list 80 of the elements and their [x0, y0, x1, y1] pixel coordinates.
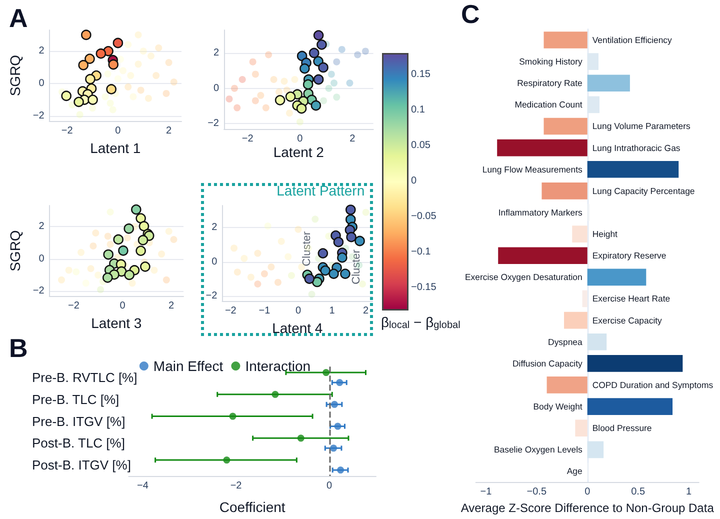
y-tick-label: Exercise Capacity	[592, 315, 663, 326]
x-tick-label: −2	[224, 306, 237, 317]
y-tick-label: Age	[566, 466, 583, 476]
chart-title: B	[9, 333, 28, 363]
color-bar-label: 0.1	[411, 104, 426, 116]
color-bar-label: −0.15	[411, 282, 437, 294]
y-tick-label: 2	[38, 46, 45, 57]
y-tick-label: −2	[208, 118, 220, 130]
x-tick-label: 0	[297, 134, 304, 144]
x-tick-label: 2	[168, 300, 175, 312]
y-tick-label: Diffusion Capacity	[512, 358, 584, 368]
y-tick-label: COPD Duration and Symptoms	[592, 380, 714, 390]
y-tick-label: 2	[212, 222, 218, 234]
legend-label: Interaction	[245, 358, 311, 374]
x-tick-label: 1	[329, 306, 336, 317]
x-axis-title: Latent 4	[272, 320, 323, 336]
x-tick-label: −1	[480, 486, 492, 498]
x-tick-label: −2	[61, 126, 74, 137]
y-tick-label: 0	[38, 78, 45, 90]
x-tick-label: 0	[295, 306, 302, 317]
y-tick-label: Pre-B. ITGV [%]	[32, 414, 126, 429]
y-tick-label: 2	[213, 47, 220, 58]
y-tick-label: Lung Intrathoracic Gas	[592, 142, 681, 153]
y-tick-label: −2	[206, 290, 218, 302]
x-tick-label: 1	[686, 486, 692, 498]
y-tick-label: −2	[32, 110, 45, 122]
x-tick-label: −1	[258, 306, 271, 317]
y-tick-label: 2	[38, 221, 45, 232]
x-tick-label: −2	[230, 480, 242, 492]
x-tick-label: 0	[584, 486, 591, 498]
x-axis-title: Latent 3	[91, 315, 142, 331]
x-tick-label: 0.5	[631, 486, 646, 498]
y-tick-label: Inflammatory Markers	[498, 207, 583, 218]
y-tick-label: Exercise Heart Rate	[592, 294, 670, 304]
y-tick-label: Lung Capacity Percentage	[592, 186, 695, 196]
x-tick-label: −2	[242, 134, 254, 144]
annotation: Cluster	[350, 249, 362, 284]
color-bar-label: 0.15	[411, 68, 431, 80]
y-tick-label: Body Weight	[533, 402, 583, 412]
y-tick-label: Post-B. ITGV [%]	[32, 458, 131, 473]
y-tick-label: Post-B. TLC [%]	[32, 436, 125, 451]
y-tick-label: Dyspnea	[548, 336, 583, 347]
x-axis-title: Coefficient	[219, 499, 286, 515]
y-axis-title: SGRQ	[7, 54, 23, 96]
x-tick-label: −4	[136, 480, 149, 492]
y-tick-label: Pre-B. TLC [%]	[32, 392, 120, 407]
y-tick-label: Lung Volume Parameters	[592, 121, 692, 132]
y-tick-label: Pre-B. RVTLC [%]	[32, 370, 138, 386]
y-tick-label: 0	[212, 256, 218, 268]
chart-title: A	[9, 3, 28, 33]
legend-label: Main Effect	[153, 358, 224, 374]
y-tick-label: Lung Flow Measurements	[482, 164, 584, 174]
text: Latent Pattern	[276, 182, 365, 198]
x-tick-label: −0.5	[526, 486, 547, 498]
y-tick-label: 0	[38, 253, 45, 264]
y-tick-label: Smoking History	[519, 56, 583, 67]
color-bar-label: −0.05	[411, 211, 437, 222]
y-tick-label: Blood Pressure	[592, 423, 652, 434]
y-tick-label: Exercise Oxygen Desaturation	[465, 272, 583, 282]
color-bar-label: 0	[411, 176, 417, 186]
y-tick-label: 0	[213, 82, 220, 94]
x-axis-title: Average Z-Score Difference to Non-Group Data	[460, 501, 714, 515]
y-tick-label: Expiratory Reserve	[592, 250, 666, 261]
color-bar-label: −0.1	[411, 246, 432, 258]
x-axis-title: Latent 2	[273, 144, 324, 160]
y-tick-label: −2	[32, 286, 45, 297]
color-bar-label: 0.05	[411, 140, 431, 151]
y-tick-label: Height	[592, 229, 618, 240]
y-tick-label: Baselie Oxygen Levels	[494, 444, 584, 455]
y-axis-title: SGRQ	[7, 230, 23, 272]
x-tick-label: 0	[326, 480, 333, 492]
chart-title: C	[461, 0, 480, 29]
x-tick-label: 2	[166, 126, 172, 137]
annotation: Cluster	[301, 231, 314, 266]
x-tick-label: 2	[350, 134, 356, 144]
y-tick-label: Respiratory Rate	[517, 78, 583, 88]
x-axis-title: Latent 1	[90, 140, 141, 156]
x-tick-label: 2	[363, 306, 370, 317]
y-tick-label: Medication Count	[514, 100, 583, 110]
y-tick-label: Ventilation Efficiency	[592, 34, 673, 45]
